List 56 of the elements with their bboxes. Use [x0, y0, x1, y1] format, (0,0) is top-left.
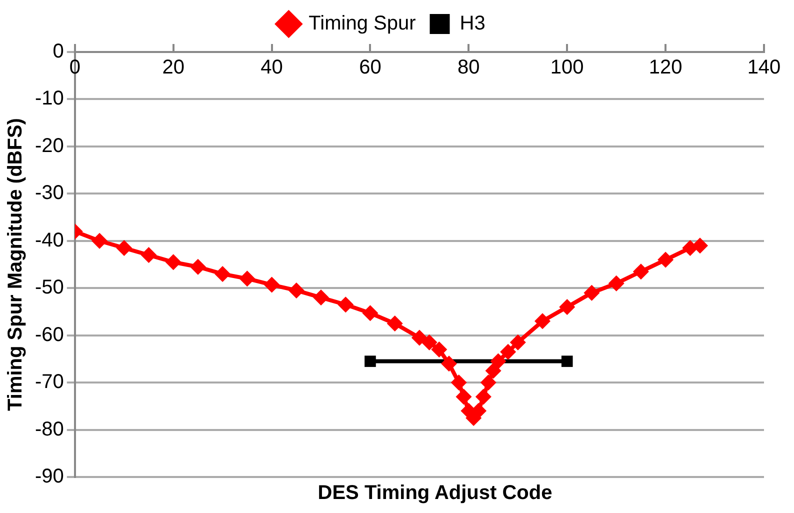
point [431, 342, 448, 358]
point [450, 374, 467, 391]
point [500, 344, 516, 360]
point [116, 240, 132, 256]
point [386, 316, 403, 332]
point [480, 374, 496, 391]
x-tick-label: 80 [458, 56, 480, 79]
point [584, 284, 600, 301]
y-tick-label: -50 [35, 276, 64, 299]
point [92, 232, 108, 249]
point [165, 254, 182, 270]
x-tick-label: 60 [359, 56, 382, 79]
x-axis-title: DES Timing Adjust Code [316, 482, 554, 505]
point [632, 264, 649, 280]
point [440, 356, 457, 372]
point [313, 290, 330, 306]
legend-label: Timing Spur [308, 12, 416, 35]
legend-label: H3 [460, 12, 486, 35]
point [364, 356, 376, 367]
point [140, 247, 157, 264]
x-tick-label: 20 [162, 56, 184, 79]
y-tick-label: -60 [35, 324, 64, 346]
y-tick-label: -30 [35, 182, 64, 204]
y-tick-label: -80 [35, 418, 64, 440]
point [510, 334, 526, 350]
point [362, 305, 378, 322]
x-tick-label: 140 [747, 56, 781, 79]
point [658, 252, 674, 268]
x-tick-label: 40 [260, 56, 283, 79]
point [561, 356, 573, 367]
point [456, 388, 472, 405]
point [534, 313, 551, 330]
y-tick-label: -20 [35, 134, 64, 157]
point [190, 258, 206, 275]
y-tick-label: -40 [35, 229, 64, 252]
x-tick-label: 120 [648, 56, 682, 79]
point [692, 238, 708, 254]
point [608, 275, 624, 292]
point [559, 299, 576, 315]
point [485, 362, 502, 379]
point [490, 353, 506, 370]
point [411, 330, 428, 346]
point [264, 276, 280, 293]
y-axis-title: Timing Spur Magnitude (dBFS) [4, 118, 27, 411]
point [421, 334, 438, 350]
x-tick-label: 0 [69, 56, 80, 79]
point [288, 282, 304, 298]
point [475, 388, 492, 405]
y-tick-label: -10 [35, 88, 64, 110]
y-tick-label: -90 [35, 466, 64, 488]
y-tick-label: 0 [52, 40, 64, 63]
point [338, 296, 354, 313]
y-tick-label: -70 [35, 371, 64, 394]
point [214, 266, 231, 282]
point [239, 270, 256, 287]
x-tick-label: 100 [550, 56, 584, 79]
